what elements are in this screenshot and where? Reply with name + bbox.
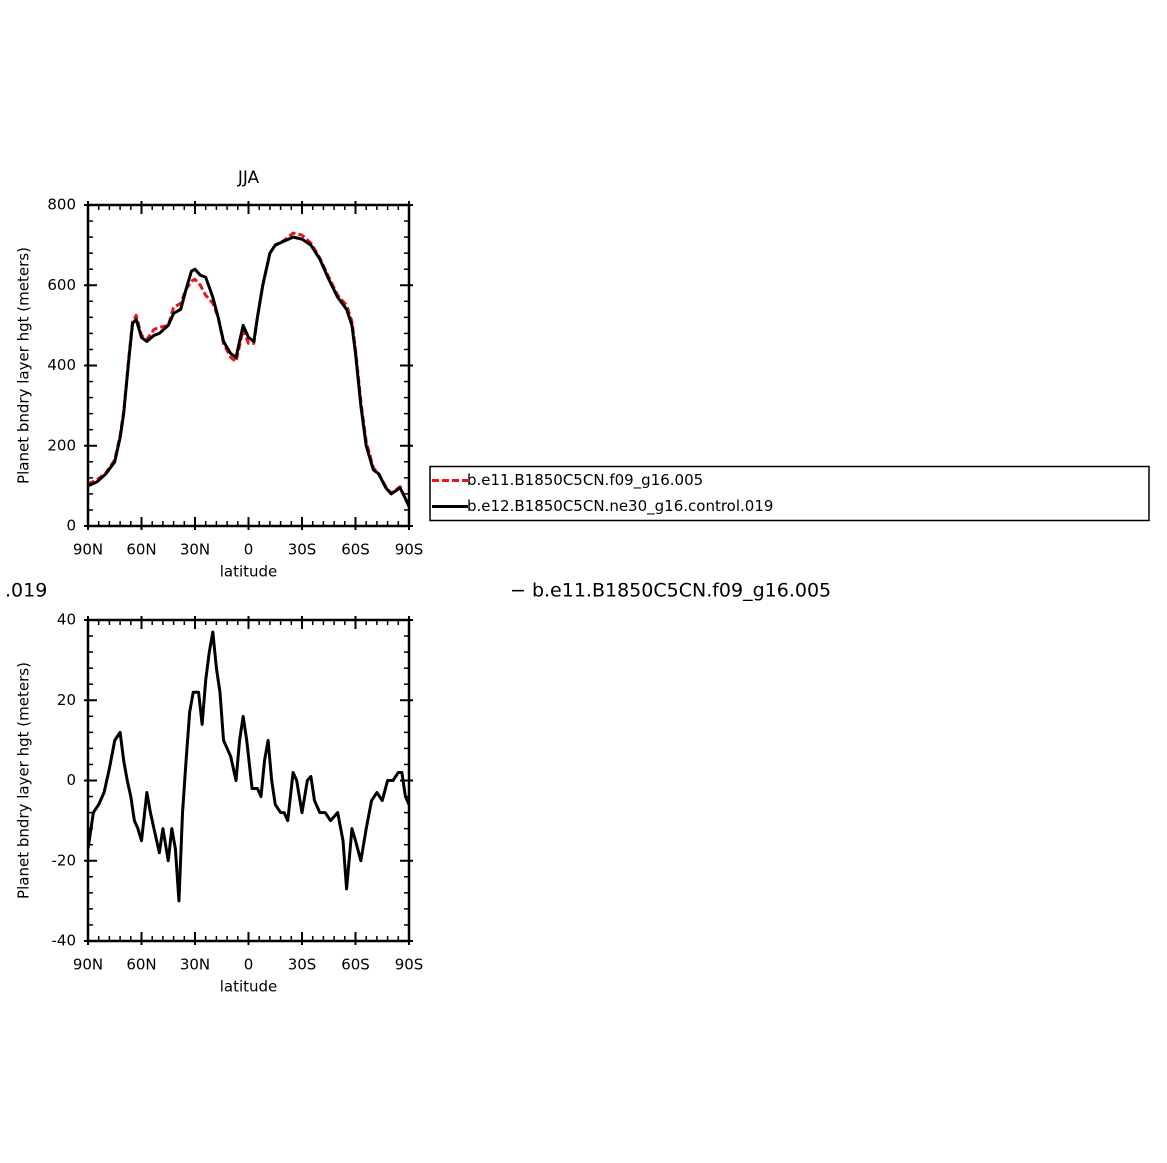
x-tick-label: 90N	[73, 956, 103, 974]
y-axis-label: Planet bndry layer hgt (meters)	[15, 247, 33, 484]
legend-label: b.e12.B1850C5CN.ne30_g16.control.019	[467, 497, 773, 516]
x-tick-label: 90S	[395, 541, 424, 559]
y-axis-label: Planet bndry layer hgt (meters)	[15, 662, 33, 899]
y-tick-label: 200	[47, 436, 76, 454]
x-tick-label: 60N	[126, 541, 156, 559]
annotation: .019	[5, 580, 47, 602]
y-tick-label: 0	[66, 771, 76, 789]
y-tick-label: -20	[52, 851, 77, 869]
annotation: − b.e11.B1850C5CN.f09_g16.005	[510, 580, 831, 602]
y-tick-label: 400	[47, 356, 76, 374]
x-tick-label: 30S	[288, 541, 317, 559]
y-tick-label: -40	[52, 932, 77, 950]
x-tick-label: 60S	[341, 956, 370, 974]
x-tick-label: 30N	[180, 956, 210, 974]
x-tick-label: 60N	[126, 956, 156, 974]
x-tick-label: 60S	[341, 541, 370, 559]
chart-title: JJA	[237, 168, 260, 188]
x-tick-label: 30N	[180, 541, 210, 559]
x-tick-label: 30S	[288, 956, 317, 974]
data-line	[88, 231, 409, 508]
y-tick-label: 40	[57, 611, 76, 629]
plot-frame	[86, 618, 411, 943]
x-axis-label: latitude	[220, 978, 278, 996]
x-tick-label: 0	[244, 956, 254, 974]
data-line	[88, 235, 409, 507]
y-tick-label: 800	[47, 196, 76, 214]
y-tick-label: 600	[47, 276, 76, 294]
data-line	[88, 630, 409, 903]
y-tick-label: 0	[66, 517, 76, 535]
x-tick-label: 90S	[395, 956, 424, 974]
plot-frame	[86, 203, 411, 528]
x-axis-label: latitude	[220, 563, 278, 581]
x-tick-label: 90N	[73, 541, 103, 559]
legend-box	[429, 465, 1150, 522]
x-tick-label: 0	[244, 541, 254, 559]
legend-label: b.e11.B1850C5CN.f09_g16.005	[467, 471, 703, 490]
y-tick-label: 20	[57, 691, 76, 709]
